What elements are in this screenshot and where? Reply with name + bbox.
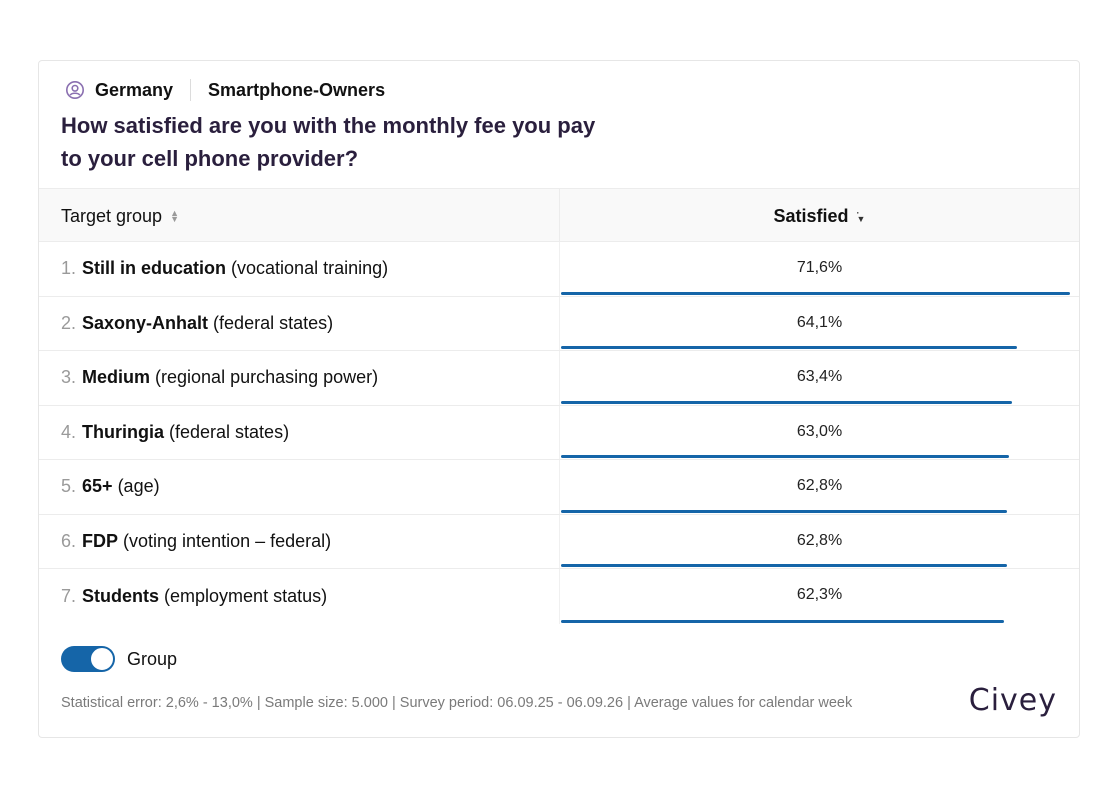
row-value-label: 63,0% <box>796 422 843 440</box>
row-rank: 7. <box>61 585 77 606</box>
row-value-label: 63,4% <box>796 368 843 385</box>
row-value-bar <box>561 509 1008 513</box>
table-row: 5. 65+ (age) 62,8% <box>39 460 1079 515</box>
satisfied-header[interactable]: Satisfied · ▼ <box>559 189 1079 243</box>
row-value-cell: 64,1% <box>559 296 1079 350</box>
row-group-category: (federal states) <box>169 421 290 442</box>
row-rank: 2. <box>61 312 77 333</box>
row-value-cell: 71,6% <box>559 242 1079 296</box>
table-row: 4. Thuringia (federal states) 63,0% <box>39 405 1079 460</box>
row-value-bar <box>561 619 1004 623</box>
civey-logo: Civey <box>968 683 1057 718</box>
row-rank: 5. <box>61 476 77 497</box>
row-group-category: (voting intention – federal) <box>123 530 332 551</box>
target-group-header[interactable]: Target group ▲ ▼ <box>61 189 179 243</box>
row-group-category: (federal states) <box>213 312 334 333</box>
survey-footnote: Statistical error: 2,6% - 13,0% | Sample… <box>61 695 853 711</box>
row-value-cell: 62,8% <box>559 460 1079 514</box>
table-row: 2. Saxony-Anhalt (federal states) 64,1% <box>39 296 1079 351</box>
row-target-group: 7. Students (employment status) <box>61 569 327 624</box>
survey-card: Germany Smartphone-Owners How satisfied … <box>38 60 1080 738</box>
row-group-name: Saxony-Anhalt <box>82 312 209 333</box>
row-group-name: Medium <box>82 367 151 388</box>
row-target-group: 1. Still in education (vocational training… <box>61 242 388 296</box>
row-rank: 4. <box>61 421 77 442</box>
row-rank: 6. <box>61 530 77 551</box>
row-value-bar <box>561 564 1008 567</box>
toggle-knob <box>90 647 114 671</box>
target-group-header-label: Target group <box>61 205 163 226</box>
row-value-bar <box>561 455 1009 458</box>
row-value-label: 62,3% <box>796 586 843 603</box>
row-value-cell: 63,0% <box>559 405 1079 459</box>
row-value-cell: 62,8% <box>559 514 1079 568</box>
row-group-category: (regional purchasing power) <box>155 367 379 388</box>
row-group-category: (vocational training) <box>231 258 389 279</box>
row-group-name: 65+ <box>82 476 113 497</box>
group-toggle-row: Group <box>61 644 177 674</box>
row-value-label: 62,8% <box>796 477 843 494</box>
survey-meta: Germany Smartphone-Owners <box>65 78 385 102</box>
row-value-label: 71,6% <box>796 259 843 276</box>
row-group-name: FDP <box>82 530 119 551</box>
row-group-name: Still in education <box>82 258 227 279</box>
row-value-label: 62,8% <box>796 531 843 549</box>
table-row: 7. Students (employment status) 62,3% <box>39 569 1079 624</box>
row-group-category: (age) <box>117 476 160 497</box>
row-rank: 1. <box>61 258 77 279</box>
table-row: 1. Still in education (vocational training… <box>39 242 1079 297</box>
sort-desc-icon[interactable]: · ▼ <box>856 208 866 224</box>
question-title: How satisfied are you with the monthly f… <box>61 113 596 171</box>
row-value-bar <box>561 400 1012 404</box>
sort-icon[interactable]: ▲ ▼ <box>170 208 179 224</box>
location-person-icon <box>65 80 85 100</box>
row-rank: 3. <box>61 367 77 388</box>
group-toggle-label: Group <box>127 648 178 669</box>
satisfied-header-label: Satisfied <box>773 205 849 226</box>
group-toggle[interactable] <box>61 646 115 672</box>
meta-divider <box>190 79 192 101</box>
row-value-bar <box>561 291 1070 295</box>
table-row: 3. Medium (regional purchasing power) 63,4% <box>39 351 1079 406</box>
results-table: Target group ▲ ▼ Satisfied · ▼ 1. Still in … <box>39 188 1079 624</box>
row-target-group: 4. Thuringia (federal states) <box>61 406 289 460</box>
row-group-category: (employment status) <box>164 585 328 606</box>
row-target-group: 5. 65+ (age) <box>61 460 160 514</box>
table-header: Target group ▲ ▼ Satisfied · ▼ <box>39 188 1079 243</box>
audience-label: Smartphone-Owners <box>208 79 386 100</box>
row-target-group: 2. Saxony-Anhalt (federal states) <box>61 297 333 351</box>
row-target-group: 3. Medium (regional purchasing power) <box>61 351 378 405</box>
row-value-bar <box>561 346 1017 349</box>
row-target-group: 6. FDP (voting intention – federal) <box>61 515 331 569</box>
region-label: Germany <box>95 79 174 100</box>
row-value-cell: 62,3% <box>559 569 1079 624</box>
row-value-cell: 63,4% <box>559 351 1079 405</box>
row-group-name: Students <box>82 585 160 606</box>
table-row: 6. FDP (voting intention – federal) 62,8% <box>39 514 1079 569</box>
row-value-label: 64,1% <box>796 313 843 331</box>
table-body: 1. Still in education (vocational training… <box>39 242 1079 624</box>
row-group-name: Thuringia <box>82 421 165 442</box>
